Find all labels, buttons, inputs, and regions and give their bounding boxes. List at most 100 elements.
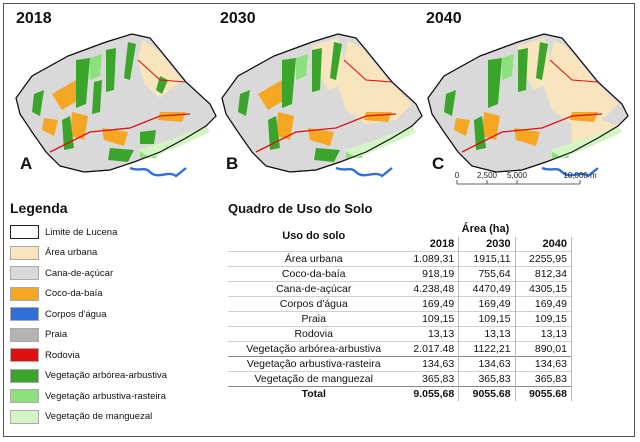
table-total-row: Total 9.055,68 9055.68 9055.68 — [228, 385, 573, 401]
area-value-2040: 890,01 — [514, 341, 573, 357]
table-row: Área urbana 1.089,31 1915,11 2255,95 — [228, 251, 573, 267]
shrub-vegetation-area — [502, 54, 514, 80]
year-column-header: 2030 — [458, 236, 516, 252]
year-column-header: 2018 — [429, 237, 455, 250]
legend-swatch — [10, 348, 39, 363]
municipality-border — [427, 33, 629, 173]
land-use-map — [221, 33, 423, 178]
coconut-area — [102, 128, 128, 146]
area-value-2040: 9055.68 — [514, 385, 573, 401]
coconut-area — [454, 118, 470, 136]
map-layers — [15, 33, 217, 178]
area-value-2018: 9.055,68 — [399, 385, 459, 401]
year-column-header: 2040 — [514, 236, 573, 252]
legend-swatch — [10, 245, 39, 260]
land-use-name: Vegetação arbustiva-rasteira — [228, 355, 400, 372]
land-use-name: Coco-da-baía — [281, 267, 346, 280]
urban-area — [338, 60, 412, 124]
area-value-2030: 1122,21 — [458, 341, 516, 357]
tree-vegetation-area — [330, 42, 342, 80]
uso-column-header: Uso do solo — [282, 230, 346, 243]
area-value-2030: 109,15 — [458, 311, 516, 327]
tree-vegetation-area — [76, 58, 90, 108]
coconut-area — [514, 128, 540, 146]
coconut-area — [308, 128, 334, 146]
tree-vegetation-area — [32, 90, 44, 116]
legend-label: Coco-da-baía — [45, 288, 103, 300]
area-value-2030: 1915,11 — [458, 251, 516, 267]
table-row: Cana-de-açúcar 4.238,48 4470,49 4305,15 — [228, 281, 573, 297]
legend-item: Limite de Lucena — [10, 222, 220, 243]
legend-title: Legenda — [10, 200, 68, 216]
legend-swatch — [10, 389, 39, 404]
legend-label: Rodovia — [45, 349, 80, 361]
area-value-2018: 13,13 — [427, 327, 455, 340]
scale-tick-label: 2,500 — [477, 172, 498, 180]
scale-tick-label: 10,000 m — [563, 172, 597, 180]
river — [129, 166, 187, 178]
table-row: Praia 109,15 109,15 109,15 — [228, 311, 573, 327]
legend-item: Cana-de-açúcar — [10, 263, 220, 284]
map-2040: 2040 C — [420, 6, 635, 181]
scale-bar: 0 2,500 5,000 10,000 m — [455, 172, 597, 185]
urban-area — [138, 40, 182, 98]
area-column-header: Área (ha) — [461, 223, 510, 236]
scale-tick-label: 5,000 — [507, 172, 528, 180]
area-value-2030: 134,63 — [458, 355, 516, 372]
area-value-2040: 4305,15 — [514, 281, 573, 297]
table-row: Vegetação arbustiva-rasteira 134,63 134,63… — [228, 355, 573, 372]
highway-line — [49, 113, 191, 153]
legend-item: Praia — [10, 325, 220, 346]
tree-vegetation-area — [124, 42, 136, 80]
tree-vegetation-area — [238, 90, 250, 116]
land-use-table: Uso do solo Área (ha) 2018 2030 2040 Áre… — [228, 222, 573, 401]
highway-line — [137, 59, 187, 83]
legend-swatch — [10, 327, 39, 342]
legend-label: Cana-de-açúcar — [45, 267, 114, 279]
urban-area — [544, 60, 618, 124]
municipality-border — [15, 33, 217, 173]
area-value-2018: 2.017.48 — [413, 342, 455, 355]
legend-item: Corpos d'água — [10, 304, 220, 325]
legend-swatch — [10, 266, 39, 281]
land-use-name: Cana-de-açúcar — [276, 282, 352, 295]
land-use-name: Área urbana — [284, 252, 343, 265]
legend-label: Vegetação de manguezal — [45, 411, 153, 423]
land-use-map — [427, 33, 629, 178]
map-panel-letter: B — [226, 154, 239, 173]
map-layers — [427, 33, 629, 178]
table-row: Vegetação de manguezal 365,83 365,83 365,83 — [228, 371, 573, 387]
coconut-area — [70, 112, 88, 140]
area-value-2040: 2255,95 — [514, 251, 573, 267]
table-row: Vegetação arbórea-arbustiva 2.017.48 1122,… — [228, 341, 573, 357]
area-value-2030: 365,83 — [458, 371, 516, 387]
tree-vegetation-area — [282, 58, 296, 108]
area-value-2040: 13,13 — [514, 326, 573, 342]
legend-swatch — [10, 225, 39, 240]
legend-label: Limite de Lucena — [45, 226, 118, 238]
river — [335, 166, 393, 178]
area-value-2030: 13,13 — [458, 326, 516, 342]
tree-vegetation-area — [488, 58, 502, 108]
tree-vegetation-area — [536, 42, 548, 80]
legend-swatch — [10, 368, 39, 383]
map-layers — [221, 33, 423, 178]
municipality-border — [221, 33, 423, 173]
tree-vegetation-area — [518, 48, 528, 92]
area-value-2040: 812,34 — [514, 266, 573, 282]
map-year-label: 2040 — [426, 10, 462, 27]
legend-label: Vegetação arbustiva-rasteira — [45, 390, 166, 402]
map-2030: 2030 B — [214, 6, 429, 181]
tree-vegetation-area — [140, 130, 156, 144]
shrub-vegetation-area — [90, 54, 102, 80]
map-2018: 2018 A — [8, 6, 223, 181]
land-use-name: Corpos d'água — [279, 297, 348, 310]
area-value-2018: 1.089,31 — [413, 252, 455, 265]
highway-line — [461, 113, 603, 153]
legend-swatch — [10, 286, 39, 301]
land-use-name: Total — [228, 385, 400, 401]
map-year-label: 2018 — [16, 10, 52, 27]
urban-area — [344, 40, 388, 98]
area-value-2040: 365,83 — [514, 371, 573, 387]
map-panel-letter: C — [432, 154, 445, 173]
